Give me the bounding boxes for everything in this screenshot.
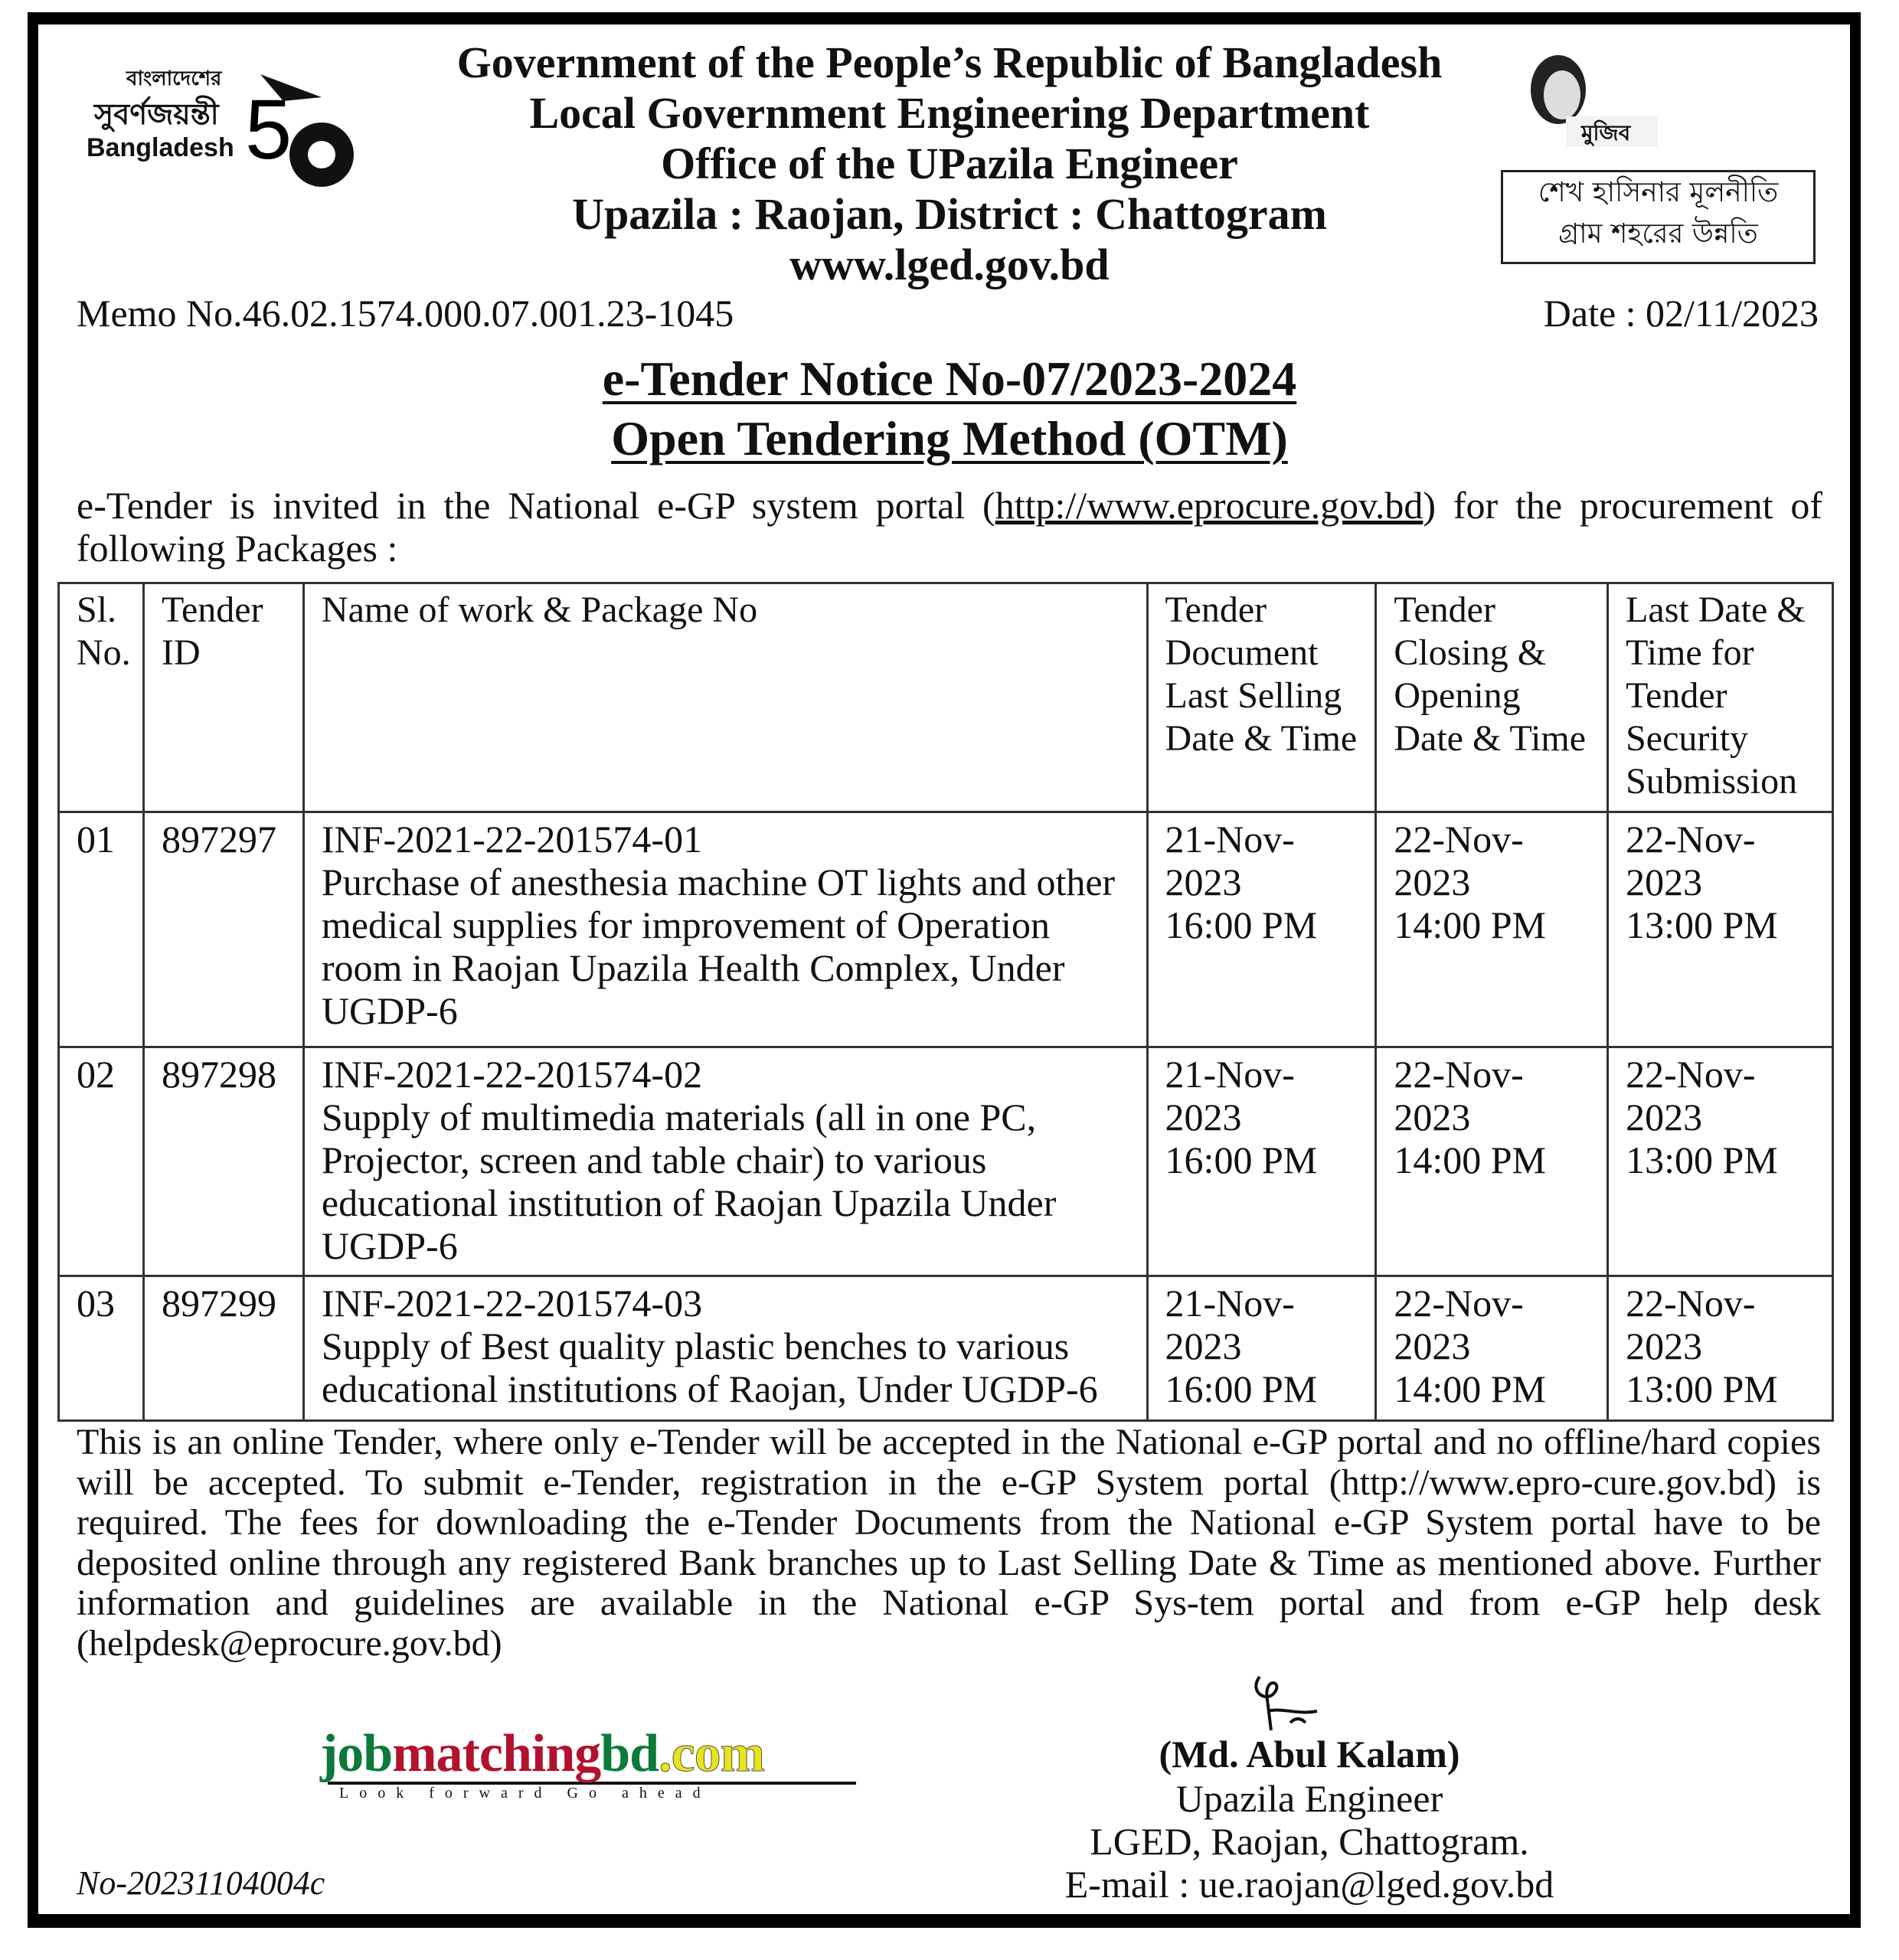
logo-bangla-mid: সুবর্ণজয়ন্তী: [94, 97, 219, 131]
signatory-name: (Md. Abul Kalam): [1159, 1733, 1460, 1775]
jobmatchingbd-watermark: jobmatchingbd.com Look forward Go ahead: [320, 1726, 856, 1802]
col-tender-id: Tender ID: [142, 582, 305, 813]
method-title: Open Tendering Method (OTM): [611, 411, 1288, 466]
closing-cell: 22-Nov-2023 14:00 PM: [1374, 1275, 1610, 1422]
signature-icon: [1254, 1675, 1318, 1731]
slogan-box: শেখ হাসিনার মূলনীতি গ্রাম শহরের উন্নতি: [1501, 170, 1816, 264]
header-website: www.lged.gov.bd: [789, 240, 1110, 289]
tender-id-cell: 897299: [142, 1275, 305, 1422]
sl-cell: 03: [57, 1275, 145, 1422]
selling-cell: 21-Nov-2023 16:00 PM: [1146, 1046, 1378, 1277]
logo-bangla-top: বাংলাদেশের: [126, 67, 222, 90]
selling-cell: 21-Nov-2023 16:00 PM: [1146, 1275, 1378, 1422]
portrait-icon: [1531, 55, 1658, 147]
signatory-designation: Upazila Engineer: [1175, 1777, 1443, 1820]
tender-id-cell: 897298: [142, 1046, 305, 1277]
signatory-office: LGED, Raojan, Chattogram.: [1090, 1820, 1529, 1863]
col-sl: Sl. No.: [57, 582, 145, 813]
mujib-portrait-logo: মুজিব: [1520, 47, 1673, 151]
work-cell: INF-2021-22-201574-01 Purchase of anesthe…: [302, 811, 1149, 1048]
col-closing: Tender Closing & Opening Date & Time: [1374, 582, 1610, 813]
security-cell: 22-Nov-2023 13:00 PM: [1606, 811, 1834, 1048]
header-location: Upazila : Raojan, District : Chattogram: [572, 189, 1327, 239]
header-department: Local Government Engineering Department: [529, 88, 1370, 138]
col-selling: Tender Document Last Selling Date & Time: [1146, 582, 1378, 813]
closing-cell: 22-Nov-2023 14:00 PM: [1374, 1046, 1610, 1277]
sl-cell: 01: [57, 811, 145, 1048]
tender-table: Sl. No. Tender ID Name of work & Package…: [57, 582, 1834, 1422]
notice-date: Date : 02/11/2023: [1543, 292, 1819, 335]
eprocure-link[interactable]: http://www.eprocure.gov.bd: [995, 484, 1423, 527]
table-row: 02 897298 INF-2021-22-201574-02 Supply of…: [57, 1046, 1834, 1277]
work-cell: INF-2021-22-201574-02 Supply of multimedi…: [302, 1046, 1149, 1277]
col-security: Last Date & Time for Tender Security Sub…: [1606, 582, 1834, 813]
table-row: 01 897297 INF-2021-22-201574-01 Purchase …: [57, 811, 1834, 1048]
signatory-email: E-mail : ue.raojan@lged.gov.bd: [1064, 1863, 1554, 1906]
closing-cell: 22-Nov-2023 14:00 PM: [1374, 811, 1610, 1048]
reference-number: No-20231104004c: [77, 1864, 325, 1902]
work-cell: INF-2021-22-201574-03 Supply of Best qual…: [302, 1275, 1149, 1422]
notice-title: e-Tender Notice No-07/2023-2024: [602, 351, 1297, 406]
security-cell: 22-Nov-2023 13:00 PM: [1606, 1046, 1834, 1277]
col-work: Name of work & Package No: [302, 582, 1149, 813]
instructions-paragraph: This is an online Tender, where only e-T…: [77, 1422, 1821, 1664]
header-government: Government of the People’s Republic of B…: [456, 38, 1443, 87]
memo-number: Memo No.46.02.1574.000.07.001.23-1045: [77, 292, 734, 335]
selling-cell: 21-Nov-2023 16:00 PM: [1146, 811, 1378, 1048]
security-cell: 22-Nov-2023 13:00 PM: [1606, 1275, 1834, 1422]
intro-text: e-Tender is invited in the National e-GP…: [77, 484, 1822, 570]
tender-id-cell: 897297: [142, 811, 305, 1048]
slogan-line-2: গ্রাম শহরের উন্নতি: [1558, 218, 1758, 250]
golden-jubilee-logo: বাংলাদেশের সুবর্ণজয়ন্তী Bangladesh 5: [80, 63, 364, 197]
mujib-text: মুজিব: [1581, 120, 1631, 145]
logo-country: Bangladesh: [87, 133, 234, 162]
table-header-row: Sl. No. Tender ID Name of work & Package…: [57, 582, 1834, 813]
table-row: 03 897299 INF-2021-22-201574-03 Supply of…: [57, 1275, 1834, 1422]
sl-cell: 02: [57, 1046, 145, 1277]
page-border: [28, 12, 1861, 1928]
header-office: Office of the UPazila Engineer: [661, 139, 1238, 188]
slogan-line-1: শেখ হাসিনার মূলনীতি: [1538, 177, 1779, 208]
fifty-emblem-icon: 5: [245, 74, 354, 187]
